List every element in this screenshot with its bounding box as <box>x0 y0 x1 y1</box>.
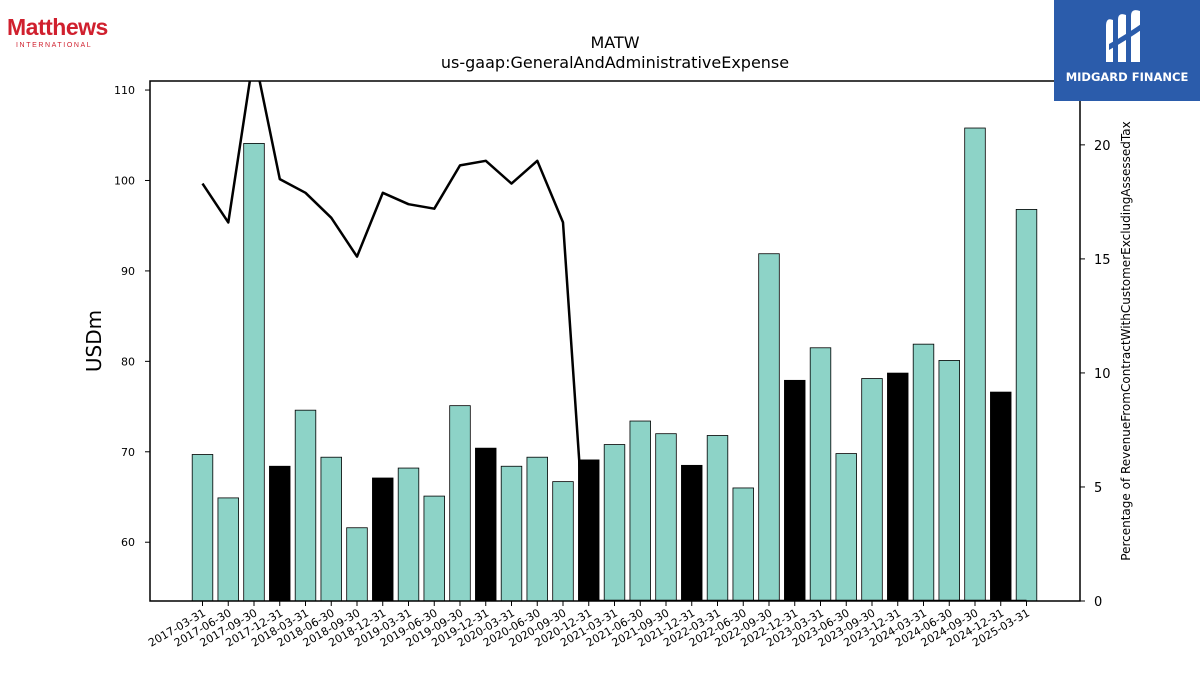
y-tick-label: 70 <box>121 446 135 459</box>
bar <box>938 360 960 602</box>
bar <box>320 456 342 602</box>
y-tick-label: 80 <box>121 355 135 368</box>
bar <box>526 456 548 602</box>
bar <box>681 464 703 602</box>
y-tick-label: 110 <box>114 84 135 97</box>
y2-tick-label: 20 <box>1094 139 1111 154</box>
bar <box>1015 209 1038 602</box>
bar-series <box>191 127 1038 602</box>
bar <box>912 343 935 602</box>
bar <box>243 142 265 602</box>
bar <box>990 391 1012 602</box>
bar <box>835 453 857 602</box>
y2-tick-label: 15 <box>1094 253 1111 268</box>
matthews-logo: Matthews INTERNATIONAL <box>7 14 117 49</box>
bar <box>887 372 909 602</box>
bar <box>758 253 780 602</box>
chart-subtitle: us-gaap:GeneralAndAdministrativeExpense <box>441 53 789 72</box>
y2-tick-label: 10 <box>1094 367 1111 382</box>
right-axis: 0 5 10 15 20 <box>1080 139 1111 610</box>
y-tick-label: 60 <box>121 536 135 549</box>
midgard-logo: MIDGARD FINANCE <box>1054 0 1200 101</box>
y2-tick-label: 5 <box>1094 481 1102 496</box>
bar <box>449 405 471 602</box>
logo-brand: Matthews <box>7 14 108 40</box>
y2-axis-label: Percentage of RevenueFromContractWithCus… <box>1119 121 1133 560</box>
y-tick-label: 100 <box>114 174 135 187</box>
bar <box>655 433 677 602</box>
bar <box>346 527 368 602</box>
bar <box>732 487 754 602</box>
midgard-mark-icon <box>1106 10 1144 63</box>
bar <box>629 420 651 602</box>
bar <box>397 467 420 602</box>
bar <box>552 481 574 602</box>
bar <box>706 435 729 602</box>
y2-tick-label: 0 <box>1094 595 1102 610</box>
x-axis: 2017-03-312017-06-302017-09-302017-12-31… <box>146 601 1032 650</box>
logo-name: MIDGARD FINANCE <box>1065 70 1189 84</box>
chart-title: MATW <box>590 33 639 52</box>
y-tick-label: 90 <box>121 265 135 278</box>
bar <box>475 447 497 602</box>
bar <box>294 409 317 602</box>
bar <box>500 465 523 602</box>
bar <box>603 444 626 602</box>
bar <box>217 497 239 602</box>
y-axis-label: USDm <box>82 310 106 372</box>
bar <box>191 454 214 602</box>
bar <box>809 347 832 602</box>
logo-subtitle: INTERNATIONAL <box>16 42 93 49</box>
series-line <box>201 81 1027 601</box>
bar <box>269 465 291 602</box>
bar <box>964 127 986 602</box>
bar <box>784 379 806 602</box>
line-series <box>201 81 1027 601</box>
bar <box>423 495 445 602</box>
bar <box>861 378 883 602</box>
bar <box>372 477 394 602</box>
left-axis: 60 70 80 90 100 110 <box>114 84 150 549</box>
